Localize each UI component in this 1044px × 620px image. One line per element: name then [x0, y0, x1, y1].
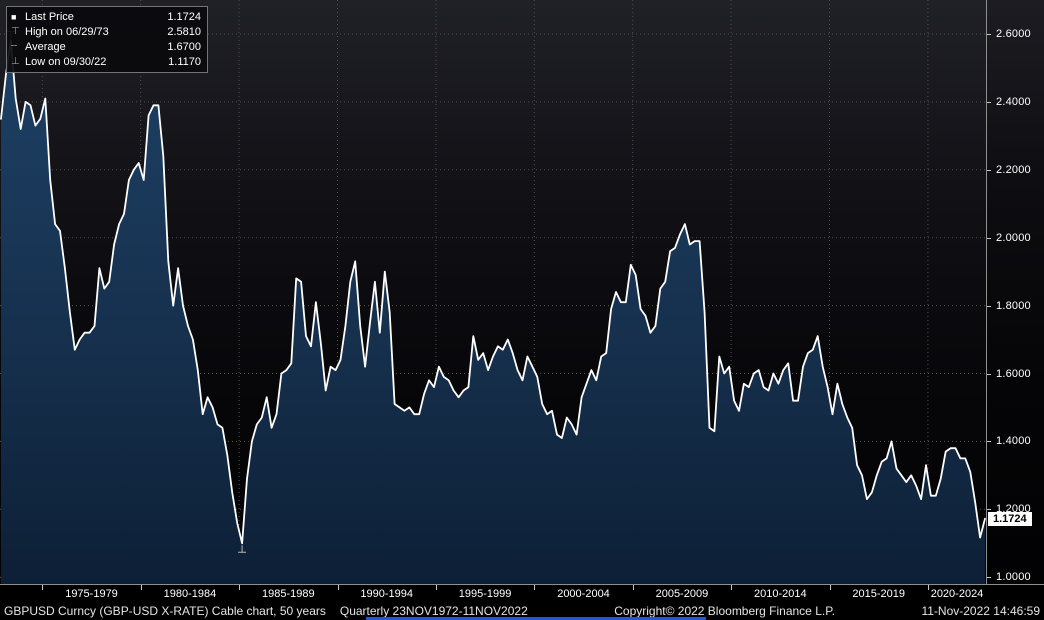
- legend-label: Average: [25, 40, 66, 53]
- legend-row[interactable]: ⊤ High on 06/29/73 2.5810: [11, 24, 201, 39]
- y-axis-tick-label: 2.6000: [996, 28, 1031, 40]
- y-axis-tickmark: [987, 34, 991, 35]
- bottom-blue-strip: [366, 617, 706, 620]
- x-axis-tickmark: [927, 585, 929, 590]
- y-axis-tick-label: 1.8000: [996, 299, 1031, 312]
- square-icon: ■: [11, 11, 17, 22]
- x-axis-tickmark: [239, 585, 241, 590]
- legend-row[interactable]: ╌ Average 1.6700: [11, 39, 201, 54]
- y-axis-tickmark: [987, 577, 991, 579]
- status-bar: GBPUSD Curncy (GBP-USD X-RATE) Cable cha…: [0, 602, 1044, 620]
- y-axis-tick-label: 2.2000: [996, 163, 1031, 176]
- legend-value: 1.1724: [167, 10, 201, 23]
- legend-label: Low on 09/30/22: [25, 55, 107, 68]
- x-axis-label: 1975-1979: [65, 588, 118, 600]
- legend-row[interactable]: ⊥ Low on 09/30/22 1.1170: [11, 54, 201, 69]
- x-axis-tickmark: [42, 585, 44, 590]
- legend-row[interactable]: ■ Last Price 1.1724: [11, 9, 201, 24]
- copyright-text: Copyright© 2022 Bloomberg Finance L.P.: [614, 604, 835, 618]
- x-axis-tickmark: [632, 585, 634, 590]
- x-axis-tickmark: [829, 585, 831, 590]
- x-axis-label: 1980-1984: [163, 588, 217, 600]
- legend-value: 1.1170: [168, 55, 201, 68]
- average-line-icon: ╌: [11, 40, 18, 52]
- chart-legend: ■ Last Price 1.1724 ⊤ High on 06/29/73 2.5810…: [6, 6, 208, 73]
- y-axis: 2.6000 2.4000 2.2000 2.0000 1.8000 1.6000 1.40…: [986, 0, 1044, 584]
- chart-description: GBPUSD Curncy (GBP-USD X-RATE) Cable cha…: [4, 604, 326, 618]
- y-axis-tick-label: 1.6000: [996, 367, 1031, 380]
- y-axis-tickmark: [987, 169, 991, 171]
- y-axis-tickmark: [987, 305, 991, 307]
- y-axis-tickmark: [987, 441, 991, 443]
- y-axis-tickmark: [987, 101, 991, 103]
- x-axis-label: 2020-2024: [930, 588, 984, 600]
- y-axis-tick-label: 1.0000: [996, 571, 1031, 584]
- timestamp-text: 11-Nov-2022 14:46:59: [921, 604, 1040, 618]
- x-axis-label: 2010-2014: [753, 588, 807, 600]
- y-axis-tick-label: 1.4000: [996, 435, 1031, 448]
- x-axis-label: 1995-1999: [458, 588, 512, 600]
- x-axis-tickmark: [435, 585, 437, 590]
- x-axis-label: 1990-1994: [360, 588, 413, 600]
- legend-label: Last Price: [25, 10, 74, 23]
- legend-label: High on 06/29/73: [25, 25, 109, 38]
- last-price-tag: 1.1724: [988, 511, 1032, 526]
- x-axis-tickmark: [337, 585, 339, 590]
- x-axis-label: 1985-1989: [261, 588, 315, 600]
- x-axis-tickmark: [731, 585, 733, 590]
- y-axis-tick-label: 2.0000: [996, 231, 1031, 244]
- legend-value: 1.6700: [167, 40, 201, 53]
- low-marker-icon: ⊥: [11, 55, 20, 67]
- x-axis-label: 2015-2019: [852, 588, 905, 600]
- y-axis-tick-label: 2.4000: [996, 95, 1031, 108]
- y-axis-tickmark: [987, 509, 991, 511]
- legend-value: 2.5810: [167, 25, 201, 38]
- x-axis-tickmark: [140, 585, 142, 590]
- price-chart-plot-area[interactable]: [0, 0, 986, 584]
- y-axis-tickmark: [987, 373, 991, 375]
- price-chart-canvas[interactable]: [0, 0, 986, 584]
- y-axis-tickmark: [987, 237, 991, 239]
- x-axis-tickmark: [534, 585, 536, 590]
- x-axis-label: 2005-2009: [655, 588, 709, 600]
- x-axis: 1975-1979 1980-1984 1985-1989 1990-1994 1995…: [0, 584, 1044, 602]
- chart-periodicity: Quarterly 23NOV1972-11NOV2022: [339, 604, 528, 618]
- x-axis-label: 2000-2004: [557, 588, 610, 600]
- high-marker-icon: ⊤: [11, 25, 20, 37]
